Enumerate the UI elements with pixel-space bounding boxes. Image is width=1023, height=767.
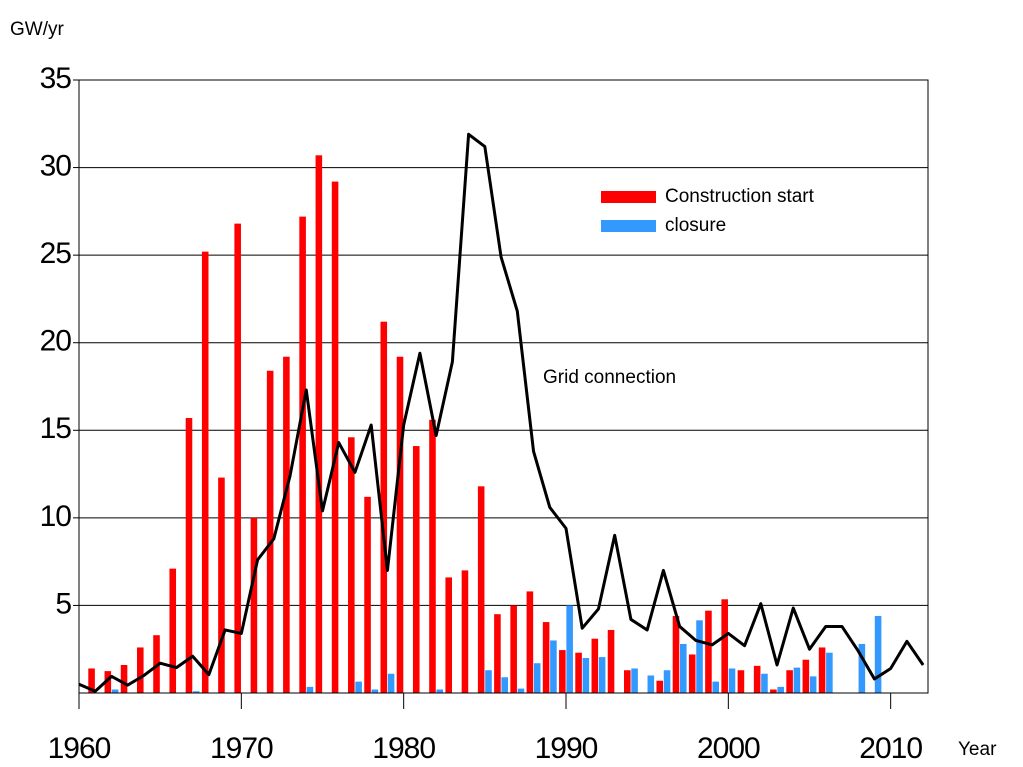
bar bbox=[582, 657, 590, 693]
bar bbox=[201, 251, 209, 693]
bar bbox=[510, 605, 517, 693]
bar bbox=[445, 577, 452, 693]
bar bbox=[591, 638, 599, 693]
legend-swatch bbox=[601, 220, 656, 232]
bar bbox=[809, 676, 817, 693]
bar bbox=[371, 689, 379, 693]
bar bbox=[826, 652, 833, 693]
y-tick-label: 5 bbox=[55, 587, 71, 620]
bar bbox=[387, 673, 395, 693]
bar bbox=[679, 643, 687, 693]
y-tick-label: 30 bbox=[40, 149, 72, 182]
bar bbox=[250, 517, 258, 693]
bar bbox=[299, 216, 306, 693]
y-tick-label: 35 bbox=[40, 62, 72, 95]
x-tick-label: 2010 bbox=[859, 732, 922, 765]
bar bbox=[575, 652, 582, 693]
y-tick-label: 10 bbox=[40, 500, 72, 533]
bar bbox=[623, 670, 631, 693]
bar bbox=[858, 643, 866, 693]
bar bbox=[737, 670, 745, 693]
bar bbox=[770, 689, 777, 693]
bar bbox=[306, 686, 314, 693]
bar bbox=[672, 615, 680, 693]
bar bbox=[461, 570, 469, 693]
x-tick-label: 1990 bbox=[535, 732, 598, 765]
bar bbox=[656, 680, 664, 693]
bar bbox=[153, 635, 160, 693]
bar bbox=[412, 446, 420, 693]
bar bbox=[348, 437, 355, 693]
bar bbox=[494, 614, 501, 693]
bar bbox=[120, 664, 128, 693]
bar bbox=[705, 610, 712, 693]
legend-label: Construction start bbox=[665, 186, 815, 207]
bar bbox=[364, 496, 371, 693]
bar bbox=[266, 370, 274, 693]
x-tick-label: 1970 bbox=[210, 732, 273, 765]
bar bbox=[218, 477, 225, 693]
bar bbox=[696, 620, 703, 693]
bar bbox=[169, 568, 177, 693]
y-tick-label: 25 bbox=[40, 237, 72, 270]
bar bbox=[688, 654, 696, 693]
bar bbox=[786, 670, 793, 693]
legend-label: closure bbox=[665, 215, 726, 236]
bar bbox=[550, 640, 557, 693]
bar bbox=[436, 689, 444, 693]
bar bbox=[559, 650, 566, 693]
bar bbox=[818, 647, 826, 693]
bar bbox=[331, 181, 339, 693]
bar bbox=[192, 691, 200, 693]
bar bbox=[185, 418, 193, 693]
line-annotation: Grid connection bbox=[543, 367, 676, 388]
bar bbox=[566, 605, 573, 693]
bar bbox=[607, 629, 615, 693]
x-tick-label: 1960 bbox=[48, 732, 111, 765]
bar bbox=[712, 681, 720, 693]
bar bbox=[477, 486, 485, 693]
bar bbox=[283, 356, 290, 693]
legend-swatch bbox=[601, 191, 656, 203]
line bbox=[78, 132, 925, 693]
y-axis-label: GW/yr bbox=[10, 19, 64, 40]
bar bbox=[777, 686, 784, 693]
bar bbox=[647, 675, 655, 693]
bar bbox=[355, 681, 362, 693]
x-tick-label: 1980 bbox=[372, 732, 435, 765]
bar bbox=[111, 689, 119, 693]
bar bbox=[526, 591, 534, 693]
bar bbox=[761, 673, 768, 693]
plot-frame bbox=[78, 79, 929, 694]
bar bbox=[721, 599, 728, 693]
bar bbox=[631, 668, 638, 693]
bar bbox=[517, 688, 525, 693]
y-tick-label: 15 bbox=[40, 412, 72, 445]
bar bbox=[501, 677, 509, 693]
bar bbox=[753, 665, 761, 693]
bar bbox=[542, 622, 550, 693]
bar bbox=[136, 647, 144, 693]
bar bbox=[234, 223, 241, 694]
x-tick-label: 2000 bbox=[697, 732, 760, 765]
bar bbox=[88, 668, 95, 693]
bar bbox=[429, 419, 436, 693]
bar bbox=[663, 670, 671, 693]
bar bbox=[315, 155, 323, 694]
y-tick-label: 20 bbox=[40, 325, 72, 358]
bar bbox=[728, 668, 736, 693]
bar bbox=[874, 615, 882, 693]
bar bbox=[485, 670, 492, 693]
bar bbox=[598, 657, 606, 693]
bar bbox=[793, 667, 801, 693]
bar bbox=[396, 356, 404, 693]
bar bbox=[104, 671, 112, 693]
x-axis-label: Year bbox=[958, 739, 997, 760]
bar bbox=[802, 659, 810, 693]
bar bbox=[533, 663, 541, 693]
bar bbox=[380, 321, 388, 693]
